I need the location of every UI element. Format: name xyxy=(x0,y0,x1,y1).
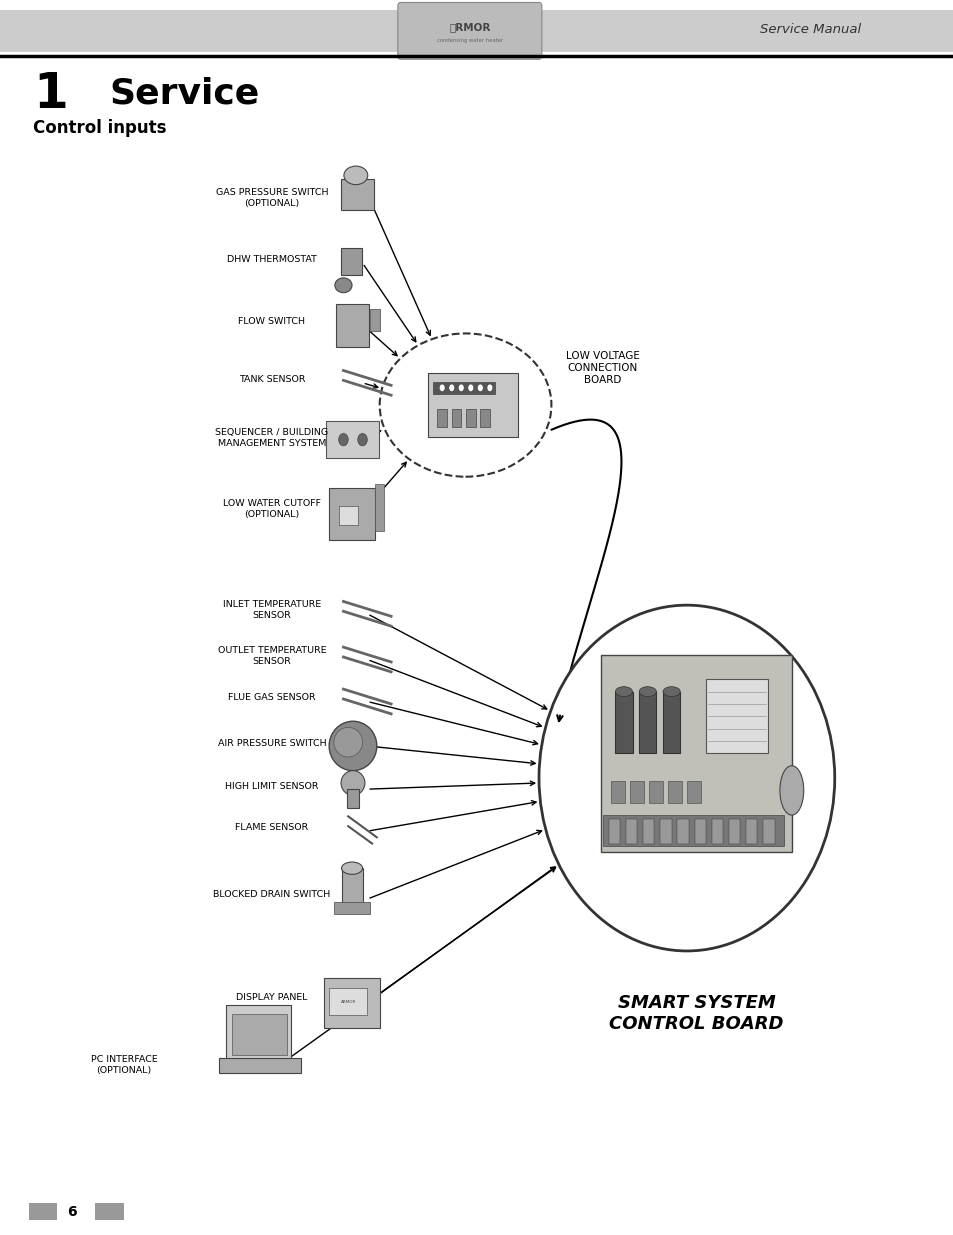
Circle shape xyxy=(338,433,348,446)
Circle shape xyxy=(438,384,444,391)
Bar xyxy=(232,1014,287,1055)
Text: Service Manual: Service Manual xyxy=(760,23,861,36)
Circle shape xyxy=(486,384,492,391)
Text: LOW WATER CUTOFF
(OPTIONAL): LOW WATER CUTOFF (OPTIONAL) xyxy=(223,499,320,519)
Bar xyxy=(659,819,671,844)
Bar xyxy=(324,978,379,1028)
Bar xyxy=(226,1005,291,1061)
Ellipse shape xyxy=(329,721,376,771)
Bar xyxy=(686,781,700,803)
Bar xyxy=(629,781,643,803)
Ellipse shape xyxy=(341,862,362,874)
Bar xyxy=(615,692,632,753)
Circle shape xyxy=(457,384,463,391)
Ellipse shape xyxy=(780,766,802,815)
Bar xyxy=(625,819,637,844)
Ellipse shape xyxy=(334,727,362,757)
Bar xyxy=(432,382,494,394)
Bar xyxy=(667,781,681,803)
Text: PC INTERFACE
(OPTIONAL): PC INTERFACE (OPTIONAL) xyxy=(91,1055,157,1074)
Bar xyxy=(608,819,619,844)
Ellipse shape xyxy=(615,687,632,697)
Bar xyxy=(334,902,370,914)
Text: OUTLET TEMPERATURE
SENSOR: OUTLET TEMPERATURE SENSOR xyxy=(217,646,326,666)
Bar xyxy=(0,10,953,52)
Bar xyxy=(427,373,518,437)
Bar xyxy=(677,819,688,844)
Bar xyxy=(329,488,375,540)
Bar xyxy=(642,819,654,844)
Bar xyxy=(602,815,783,846)
Bar xyxy=(465,409,475,427)
Ellipse shape xyxy=(335,278,352,293)
Text: FLOW SWITCH: FLOW SWITCH xyxy=(238,316,305,326)
Bar xyxy=(370,309,379,331)
Text: DHW THERMOSTAT: DHW THERMOSTAT xyxy=(227,254,316,264)
Text: SMART SYSTEM
CONTROL BOARD: SMART SYSTEM CONTROL BOARD xyxy=(609,994,782,1032)
Text: LOW VOLTAGE
CONNECTION
BOARD: LOW VOLTAGE CONNECTION BOARD xyxy=(565,351,639,385)
Bar xyxy=(436,409,446,427)
Bar xyxy=(326,421,378,458)
Bar xyxy=(375,484,384,531)
Text: INLET TEMPERATURE
SENSOR: INLET TEMPERATURE SENSOR xyxy=(223,600,320,620)
Ellipse shape xyxy=(538,605,834,951)
Text: condensing water heater: condensing water heater xyxy=(436,38,503,43)
Text: GAS PRESSURE SWITCH
(OPTIONAL): GAS PRESSURE SWITCH (OPTIONAL) xyxy=(215,188,328,207)
Ellipse shape xyxy=(341,771,364,795)
Text: AIR PRESSURE SWITCH: AIR PRESSURE SWITCH xyxy=(217,739,326,748)
Text: TANK SENSOR: TANK SENSOR xyxy=(238,374,305,384)
Ellipse shape xyxy=(639,687,656,697)
Bar xyxy=(610,781,624,803)
Text: ARMOR: ARMOR xyxy=(340,999,355,1004)
Bar xyxy=(694,819,705,844)
Bar xyxy=(340,179,374,210)
Text: BLOCKED DRAIN SWITCH: BLOCKED DRAIN SWITCH xyxy=(213,889,330,899)
Text: 6: 6 xyxy=(67,1204,76,1219)
Text: FLAME SENSOR: FLAME SENSOR xyxy=(235,823,308,832)
Text: 1: 1 xyxy=(33,70,69,117)
Text: FLUE GAS SENSOR: FLUE GAS SENSOR xyxy=(228,693,315,703)
Bar xyxy=(600,655,791,852)
Text: HIGH LIMIT SENSOR: HIGH LIMIT SENSOR xyxy=(225,782,318,792)
Bar xyxy=(95,1203,124,1220)
Text: Service: Service xyxy=(110,77,259,111)
Bar xyxy=(338,506,357,525)
Circle shape xyxy=(467,384,473,391)
Bar xyxy=(745,819,757,844)
Bar xyxy=(341,868,362,905)
Bar xyxy=(662,692,679,753)
Ellipse shape xyxy=(343,167,367,185)
Bar xyxy=(480,409,490,427)
Text: DISPLAY PANEL: DISPLAY PANEL xyxy=(236,993,307,1003)
Ellipse shape xyxy=(662,687,679,697)
Text: ⒶRMOR: ⒶRMOR xyxy=(449,22,491,32)
Bar xyxy=(340,248,361,275)
Bar xyxy=(705,679,767,753)
Bar xyxy=(335,304,369,347)
Circle shape xyxy=(448,384,455,391)
Bar xyxy=(648,781,662,803)
Bar xyxy=(711,819,722,844)
Bar xyxy=(329,988,367,1015)
Bar xyxy=(347,789,358,808)
Bar xyxy=(219,1058,300,1073)
Bar xyxy=(639,692,656,753)
Bar xyxy=(29,1203,57,1220)
Text: SEQUENCER / BUILDING
MANAGEMENT SYSTEM: SEQUENCER / BUILDING MANAGEMENT SYSTEM xyxy=(215,429,328,448)
Circle shape xyxy=(476,384,482,391)
Bar xyxy=(762,819,774,844)
Bar xyxy=(452,409,461,427)
Text: Control inputs: Control inputs xyxy=(33,120,167,137)
Bar xyxy=(728,819,740,844)
FancyBboxPatch shape xyxy=(397,2,541,59)
Circle shape xyxy=(357,433,367,446)
Ellipse shape xyxy=(379,333,551,477)
